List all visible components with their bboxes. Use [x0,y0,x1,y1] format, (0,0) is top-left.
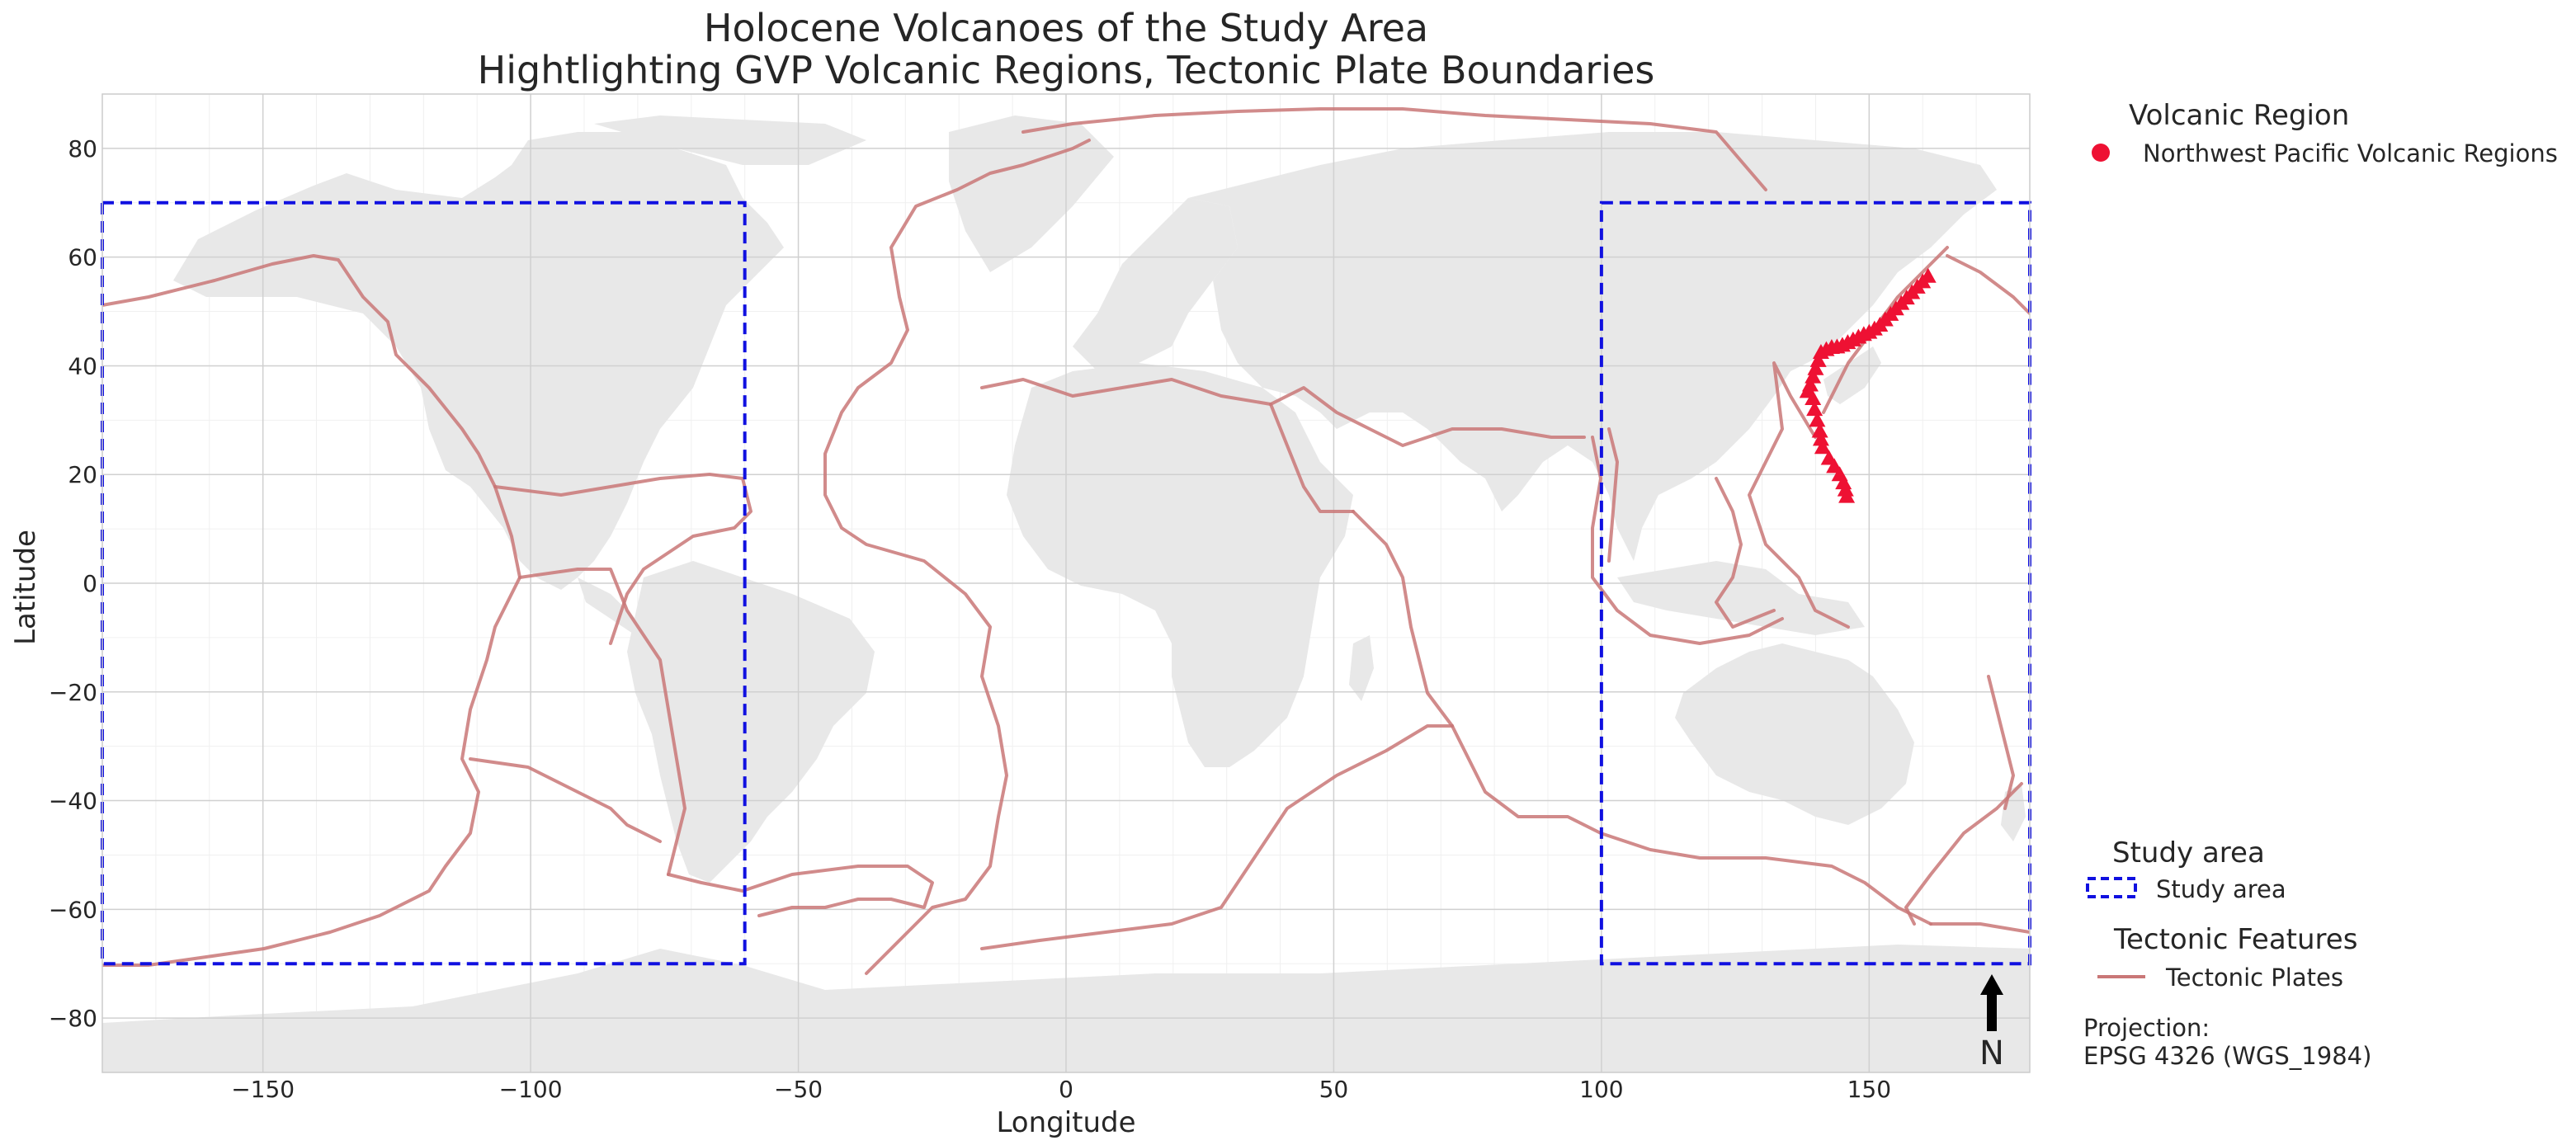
land-japan [1823,346,1881,404]
major-gridlines [102,94,2030,1072]
volcano-marker [1838,488,1856,503]
y-tick-label: 40 [68,352,97,379]
legend-volcanic-title: Volcanic Region [2129,99,2349,132]
land-australia [1675,643,1914,825]
x-tick-labels: −150 −100 −50 0 50 100 150 [231,1076,1891,1103]
volcano-marker [1805,389,1822,405]
study-area-box [101,200,747,966]
north-arrow-label: N [1979,1034,2004,1072]
plate-boundary-east-pacific-rise [102,485,521,967]
land-masses [102,115,2030,1072]
plate-boundary-carlsberg [1352,510,1454,728]
y-tick-label: −20 [49,679,97,706]
volcano-marker [1814,439,1831,455]
plate-boundary-red-sea [1269,403,1355,513]
y-axis-label: Latitude [9,530,42,645]
tectonic-plate-boundaries [102,107,2030,975]
x-tick-label: 50 [1319,1076,1349,1103]
plate-boundary-new-zealand [1904,782,2023,926]
volcano-marker [1812,431,1829,446]
land-madagascar [1349,635,1374,701]
legend-study-label: Study area [2156,875,2286,903]
y-tick-label: 20 [68,461,97,488]
legend-tectonic-label: Tectonic Plates [2165,964,2343,992]
volcano-marker [1806,401,1823,417]
land-south-america [627,561,875,883]
plot-area: N [101,93,2031,1073]
land-north-america [173,132,784,590]
volcano-marker [1811,422,1828,438]
legend-study-area: Study area Study area [2086,836,2286,903]
y-tick-label: 0 [83,570,97,597]
plot-frame [101,93,2031,1073]
volcano-marker [1837,481,1854,497]
legend-volcano-marker-icon [2092,144,2110,162]
plate-boundary-philippine [1715,477,1776,629]
land-greenland [949,115,1114,272]
y-tick-label: 60 [68,244,97,271]
plate-boundary-eurasia-africa [980,378,1586,447]
plate-boundary-mid-atlantic [823,139,1091,975]
land-europe [1073,198,1238,379]
plate-boundary-pacific-north [102,254,497,488]
legend-volcanic-label: Northwest Pacific Volcanic Regions [2143,139,2558,167]
y-tick-labels: −80 −60 −40 −20 0 20 40 60 80 [49,135,97,1032]
projection-label: Projection: [2083,1014,2210,1042]
plate-boundary-aleutian [1946,254,2030,315]
plate-boundary-southeast-indian [1451,724,1932,926]
plate-boundary-scotia [667,865,934,917]
north-arrow: N [1979,974,2004,1072]
y-tick-label: −40 [49,788,97,815]
map-subtitle: Hightlighting GVP Volcanic Regions, Tect… [478,48,1655,92]
volcano-marker [1809,412,1826,427]
x-tick-label: −100 [499,1076,563,1103]
plate-boundary-nazca [518,568,686,876]
x-tick-label: −150 [231,1076,295,1103]
volcano-markers [1799,267,1937,503]
legend-study-box-icon [2086,877,2137,898]
land-southeast-asia-islands [1617,561,1865,635]
legend-volcanic-region: Volcanic Region Northwest Pacific Volcan… [2092,99,2558,167]
x-tick-label: 150 [1847,1076,1891,1103]
plate-boundary-southwest-indian [980,724,1454,950]
y-tick-label: −60 [49,896,97,923]
y-tick-label: −80 [49,1005,97,1032]
x-tick-label: −50 [774,1076,823,1103]
land-africa [1007,363,1353,767]
legend-tectonic-features: Tectonic Features Tectonic Plates [2097,923,2357,992]
plate-boundary-sunda-inner [1607,427,1619,563]
projection-value: EPSG 4326 (WGS_1984) [2083,1042,2371,1070]
plate-boundary-tonga [1987,675,2015,810]
x-axis-label: Longitude [996,1106,1135,1139]
x-tick-label: 100 [1579,1076,1623,1103]
land-asia [1188,132,1997,561]
north-arrow-icon [1980,974,2003,1031]
plate-boundary-arctic [1021,107,1767,191]
legend-study-title: Study area [2112,836,2265,869]
y-tick-label: 80 [68,135,97,163]
plate-boundary-chile-rise [469,757,662,843]
plate-boundary-pacific-antarctic [1929,922,2030,934]
plate-boundary-mariana-japan [1748,361,1850,629]
plate-boundary-cocos [493,473,753,645]
x-tick-label: 0 [1059,1076,1073,1103]
map-title: Holocene Volcanoes of the Study Area [704,6,1428,50]
legend-tectonic-title: Tectonic Features [2113,923,2357,956]
plate-boundary-sunda [1591,436,1784,645]
